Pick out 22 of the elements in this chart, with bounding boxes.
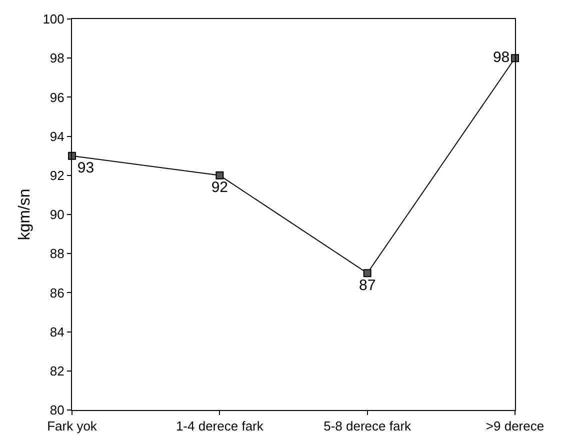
data-label: 92	[211, 179, 228, 196]
data-label: 87	[358, 276, 376, 294]
y-tick-label: 84	[50, 324, 64, 340]
point	[363, 269, 372, 278]
x-tick-label: Fark yok	[47, 418, 98, 434]
y-tick-label: 80	[50, 402, 64, 418]
y-tick-label: 92	[50, 168, 64, 183]
y-tick-label: 86	[50, 285, 64, 300]
y-axis-title: kgm/sn	[16, 188, 34, 240]
x-tick-label: >9 derece	[486, 418, 544, 434]
y-tick-label: 82	[50, 363, 64, 378]
data-label: 98	[492, 48, 510, 66]
x-tick-label: 5-8 derece fark	[324, 418, 412, 434]
y-tick-label: 94	[50, 128, 64, 144]
y-tick-label: 100	[42, 12, 64, 27]
data-label: 93	[77, 159, 94, 176]
y-tick-label: 90	[50, 207, 64, 222]
y-tick-label: 88	[50, 246, 64, 262]
point	[216, 171, 224, 180]
y-tick-label: 98	[50, 50, 64, 66]
y-tick-label: 96	[50, 90, 64, 105]
x-tick-label: 1-4 derece fark	[176, 418, 264, 434]
